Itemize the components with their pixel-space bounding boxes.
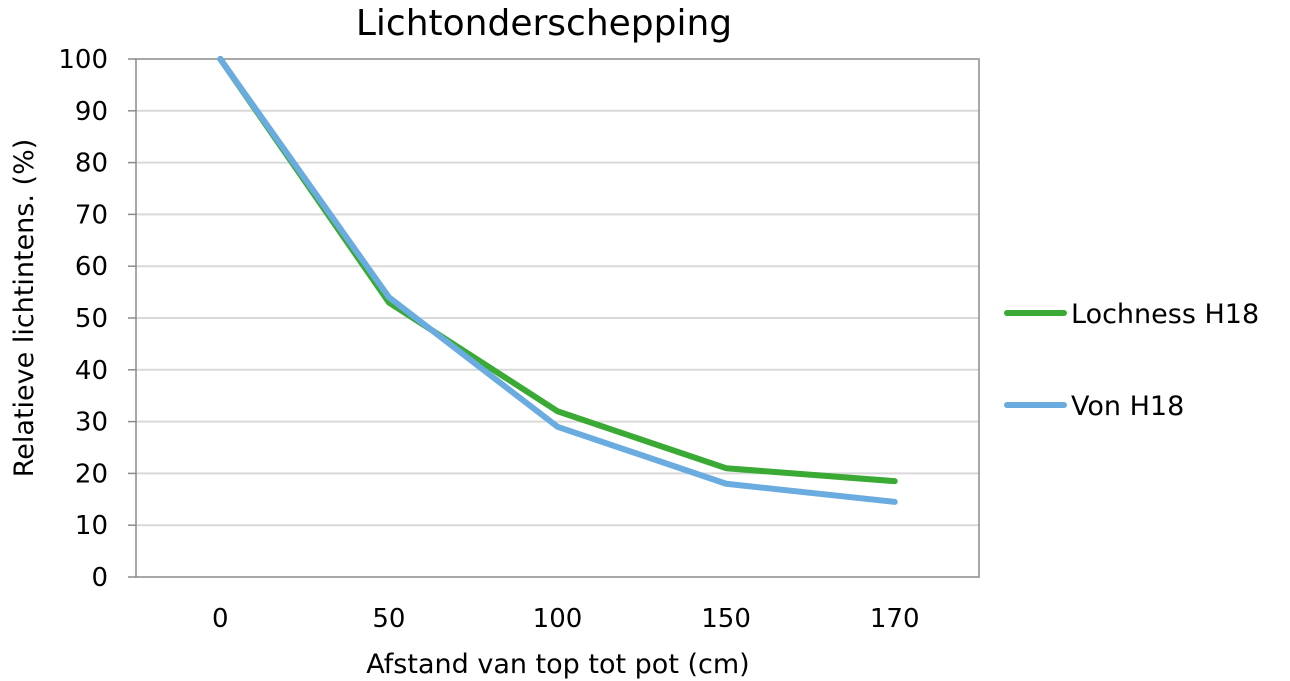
x-tick-label: 150 <box>701 604 751 634</box>
y-tick-label: 40 <box>75 356 108 386</box>
legend-label: Lochness H18 <box>1071 299 1259 330</box>
y-tick-label: 60 <box>75 252 108 282</box>
y-tick-label: 10 <box>75 511 108 541</box>
y-axis-label: Relatieve lichtintens. (%) <box>9 139 40 478</box>
legend-label: Von H18 <box>1071 391 1184 422</box>
y-tick-label: 80 <box>75 149 108 179</box>
y-tick-label: 70 <box>75 200 108 230</box>
y-tick-label: 20 <box>75 459 108 489</box>
x-tick-label: 170 <box>870 604 920 634</box>
y-tick-label: 90 <box>75 97 108 127</box>
series-lines <box>217 56 898 505</box>
gridlines <box>136 109 979 527</box>
series-line-0 <box>217 56 898 485</box>
chart-title: Lichtonderschepping <box>356 3 732 44</box>
x-tick-label: 50 <box>372 604 405 634</box>
y-tick-label: 30 <box>75 408 108 438</box>
series-line-1 <box>217 56 898 505</box>
legend: Lochness H18 Von H18 <box>1004 299 1259 422</box>
y-tick-label: 0 <box>91 563 108 593</box>
x-tick-label: 100 <box>533 604 583 634</box>
x-axis-label: Afstand van top tot pot (cm) <box>366 649 749 680</box>
y-tick-label: 100 <box>58 45 108 75</box>
x-axis-ticks: 0 50 100 150 170 <box>212 604 919 634</box>
x-tick-label: 0 <box>212 604 229 634</box>
y-axis-ticks: 0 10 20 30 40 50 60 70 80 90 100 <box>58 45 136 593</box>
y-tick-label: 50 <box>75 304 108 334</box>
